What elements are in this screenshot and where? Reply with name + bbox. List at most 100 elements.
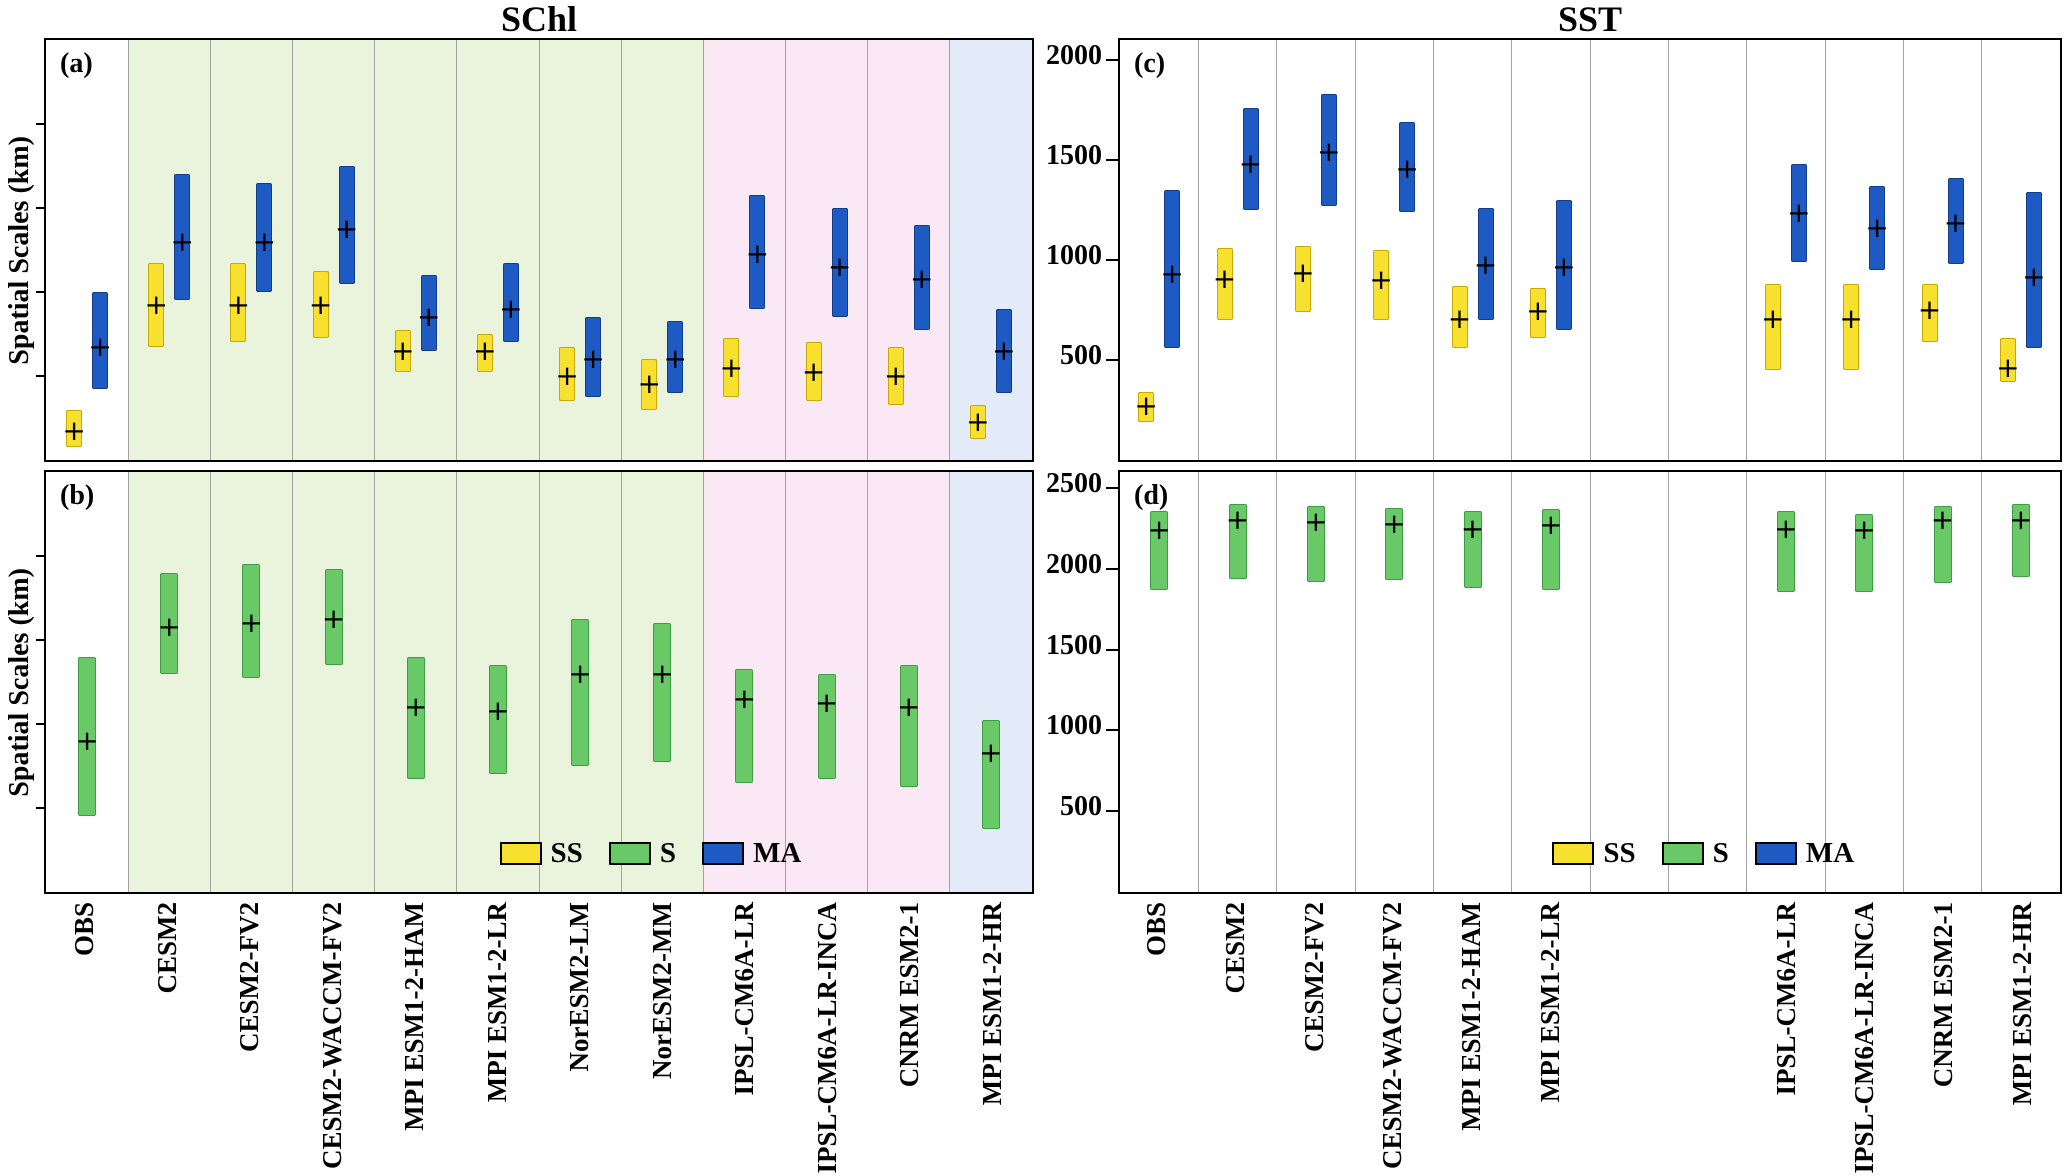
- column-gridline: [374, 472, 376, 892]
- background-band: [949, 40, 1032, 460]
- mean-marker: +: [391, 333, 415, 367]
- mean-marker: +: [897, 690, 921, 724]
- x-tick-label-text: NorESM2-LM: [564, 902, 595, 1072]
- y-tick-mark: [1106, 259, 1118, 261]
- x-tick-label-text: CESM2: [151, 902, 182, 994]
- background-band: [703, 40, 950, 460]
- mean-marker: +: [62, 413, 86, 447]
- legend: SS S MA: [499, 837, 828, 870]
- bar-MA-MPI ESM1-2-HAM: [420, 275, 437, 351]
- bar-SS-NorESM2-MM: [641, 359, 658, 410]
- bar-S-CNRM ESM2-1: [1933, 505, 1952, 584]
- mean-marker: +: [157, 610, 181, 644]
- x-tick-label-text: MPI ESM1-2-HAM: [1456, 902, 1486, 1131]
- bar-MA-MPI ESM1-2-HR: [2025, 192, 2042, 348]
- bar-S-CNRM ESM2-1: [899, 665, 918, 787]
- column-gridline: [867, 472, 869, 892]
- x-tick-label-text: MPI ESM1-2-LR: [481, 902, 512, 1103]
- bar-SS-MPI ESM1-2-HAM: [1451, 286, 1468, 348]
- mean-marker: +: [1238, 147, 1263, 180]
- bar-MA-CESM2-WACCM-FV2: [1399, 122, 1416, 212]
- bar-MA-IPSL-CM6A-LR-INCA: [1869, 186, 1886, 270]
- bar-SS-MPI ESM1-2-HAM: [394, 329, 411, 372]
- column-gridline: [702, 40, 704, 460]
- column-gridline: [1902, 472, 1904, 892]
- legend-label-S: S: [1712, 837, 1729, 869]
- y-tick-label: 2500: [1046, 468, 1102, 500]
- column-gridline: [1432, 472, 1434, 892]
- bar-MA-MPI ESM1-2-LR: [1555, 200, 1572, 330]
- mean-marker: +: [555, 359, 579, 392]
- y-tick-mark: [1106, 567, 1118, 570]
- panel-letter-b: (b): [60, 480, 95, 511]
- x-tick-label-text: CNRM ESM2-1: [1928, 902, 1958, 1088]
- x-tick-label-text: CESM2: [1220, 902, 1250, 994]
- legend-label-MA: MA: [752, 837, 802, 869]
- bar-SS-CESM2: [1216, 248, 1233, 320]
- y-tick-label: 2000: [1046, 40, 1102, 71]
- mean-marker: +: [1865, 211, 1889, 244]
- x-tick-label-text: CESM2-WACCM-FV2: [1377, 902, 1408, 1169]
- bar-S-CESM2: [1228, 504, 1247, 579]
- bar-S-CESM2-FV2: [242, 564, 261, 678]
- bar-SS-IPSL-CM6A-LR-INCA: [1843, 284, 1860, 370]
- y-tick-mark: [36, 807, 44, 809]
- mean-marker: +: [966, 405, 990, 439]
- x-tick-label-text: OBS: [69, 902, 100, 957]
- mean-marker: +: [2009, 503, 2033, 537]
- column-gridline: [127, 472, 129, 892]
- column-gridline: [1197, 472, 1199, 892]
- mean-marker: +: [144, 287, 168, 321]
- mean-marker: +: [499, 291, 523, 325]
- x-tick-label-text: OBS: [1141, 902, 1172, 957]
- mean-marker: +: [1839, 302, 1863, 335]
- panel-letter-a: (a): [60, 48, 93, 79]
- y-axis-label-panel-b: Spatial Scales (km): [0, 470, 40, 894]
- mean-marker: +: [979, 736, 1003, 770]
- bar-SS-CESM2-WACCM-FV2: [1373, 250, 1390, 320]
- column-gridline: [1589, 40, 1591, 460]
- y-tick-mark: [36, 639, 44, 641]
- y-tick-mark: [36, 207, 44, 209]
- bar-S-CESM2: [160, 572, 179, 674]
- mean-marker: +: [404, 690, 428, 724]
- bar-SS-CESM2-FV2: [1294, 246, 1311, 312]
- bar-MA-NorESM2-LM: [585, 317, 602, 397]
- column-gridline: [456, 472, 458, 892]
- mean-marker: +: [321, 602, 346, 635]
- column-gridline: [1902, 40, 1904, 460]
- mean-marker: +: [884, 359, 908, 392]
- legend-swatch-MA: [1754, 842, 1797, 865]
- x-tick-label-text: MPI ESM1-2-HR: [2006, 902, 2037, 1106]
- y-tick-label: 1500: [1046, 629, 1102, 661]
- bar-MA-CESM2-FV2: [1320, 94, 1337, 206]
- legend-swatch-S: [1661, 842, 1704, 865]
- mean-marker: +: [745, 237, 770, 271]
- column-gridline: [620, 472, 622, 892]
- y-tick-mark: [1106, 729, 1118, 732]
- bar-MA-MPI ESM1-2-HAM: [1477, 208, 1494, 320]
- panel-a: + + + + + + + + + + + + + + + + + + + + + + + + (a): [36, 38, 1034, 462]
- column-gridline: [867, 40, 869, 460]
- column-gridline: [1354, 472, 1356, 892]
- x-tick-label-text: MPI ESM1-2-HAM: [399, 902, 430, 1131]
- column-gridline: [1354, 40, 1356, 460]
- panel-c: 500 1000 1500 2000 + + + + + + + + + + + + + + + + + + + + (c): [1046, 38, 2062, 462]
- column-gridline: [292, 40, 293, 460]
- mean-marker: +: [1212, 262, 1237, 295]
- column-gridline: [1432, 40, 1434, 460]
- mean-marker: +: [581, 342, 605, 376]
- column-gridline: [374, 40, 376, 460]
- bar-S-NorESM2-LM: [571, 619, 590, 766]
- x-tick-label-text: CESM2-WACCM-FV2: [316, 902, 347, 1169]
- bar-MA-OBS: [92, 292, 109, 389]
- bar-S-MPI ESM1-2-HAM: [1463, 510, 1482, 589]
- legend-item-SS: SS: [499, 837, 583, 870]
- mean-marker: +: [308, 287, 333, 321]
- mean-marker: +: [1539, 508, 1563, 542]
- y-tick-mark: [36, 291, 44, 293]
- bar-S-MPI ESM1-2-LR: [1541, 509, 1560, 590]
- y-tick-mark: [36, 123, 44, 125]
- bar-SS-MPI ESM1-2-HR: [969, 405, 986, 439]
- y-tick-label: 500: [1060, 340, 1102, 371]
